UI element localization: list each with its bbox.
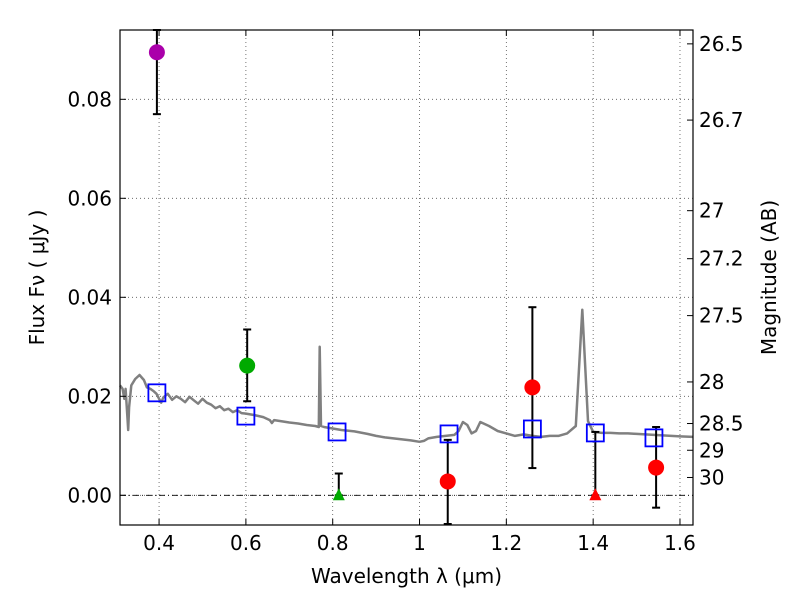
plot-frame [119,29,694,526]
x-axis-label: Wavelength λ (μm) [311,564,502,588]
x-tick-label: 1.4 [577,531,609,555]
axis-ticks: 0.4 0.6 0.8 1 1.2 1.4 1.6 0.00 0.02 0.04 0.06 0.08 2… [67,30,744,555]
magnitude-tick-label: 26.7 [699,108,744,132]
photometry-point [439,473,456,490]
x-tick-label: 0.8 [317,531,349,555]
magnitude-tick-label: 27.5 [699,304,744,328]
magnitude-tick-label: 30 [699,465,724,489]
model-photometry-box [585,423,605,443]
model-photometry-box [522,419,542,439]
model-photometry-boxes [147,383,664,448]
y-tick-label: 0.04 [67,285,112,309]
x-tick-label: 1 [413,531,426,555]
model-photometry-box [236,406,256,426]
right-axis-label: Magnitude (AB) [757,200,781,355]
sed-model-layer [118,308,694,444]
photometry-points [148,44,665,501]
model-photometry-box [147,383,167,403]
x-tick-label: 1.2 [490,531,522,555]
model-photometry-box [644,428,664,448]
model-photometry-box [327,422,347,442]
y-tick-label: 0.08 [67,87,112,111]
sed-model-curve [118,308,694,444]
photometry-point [648,459,665,476]
y-axis-label: Flux Fν ( μJy ) [25,210,49,346]
magnitude-tick-label: 27.2 [699,247,744,271]
model-photometry-box [439,424,459,444]
error-bars [152,29,661,526]
photometry-point [148,44,165,61]
magnitude-tick-label: 26.5 [699,32,744,56]
x-tick-label: 0.6 [230,531,262,555]
magnitude-tick-label: 27 [699,199,724,223]
x-tick-label: 0.4 [143,531,175,555]
x-tick-label: 1.6 [664,531,696,555]
y-tick-label: 0.02 [67,384,112,408]
photometry-point [239,357,256,374]
magnitude-tick-label: 29 [699,438,724,462]
magnitude-tick-label: 28 [699,370,724,394]
upper-limit-marker [332,488,345,501]
magnitude-tick-label: 28.5 [699,412,744,436]
y-tick-label: 0.06 [67,186,112,210]
error-bar [152,29,161,116]
grid [120,30,693,525]
y-tick-label: 0.00 [67,483,112,507]
upper-limit-marker [589,488,602,501]
photometry-point [524,379,541,396]
